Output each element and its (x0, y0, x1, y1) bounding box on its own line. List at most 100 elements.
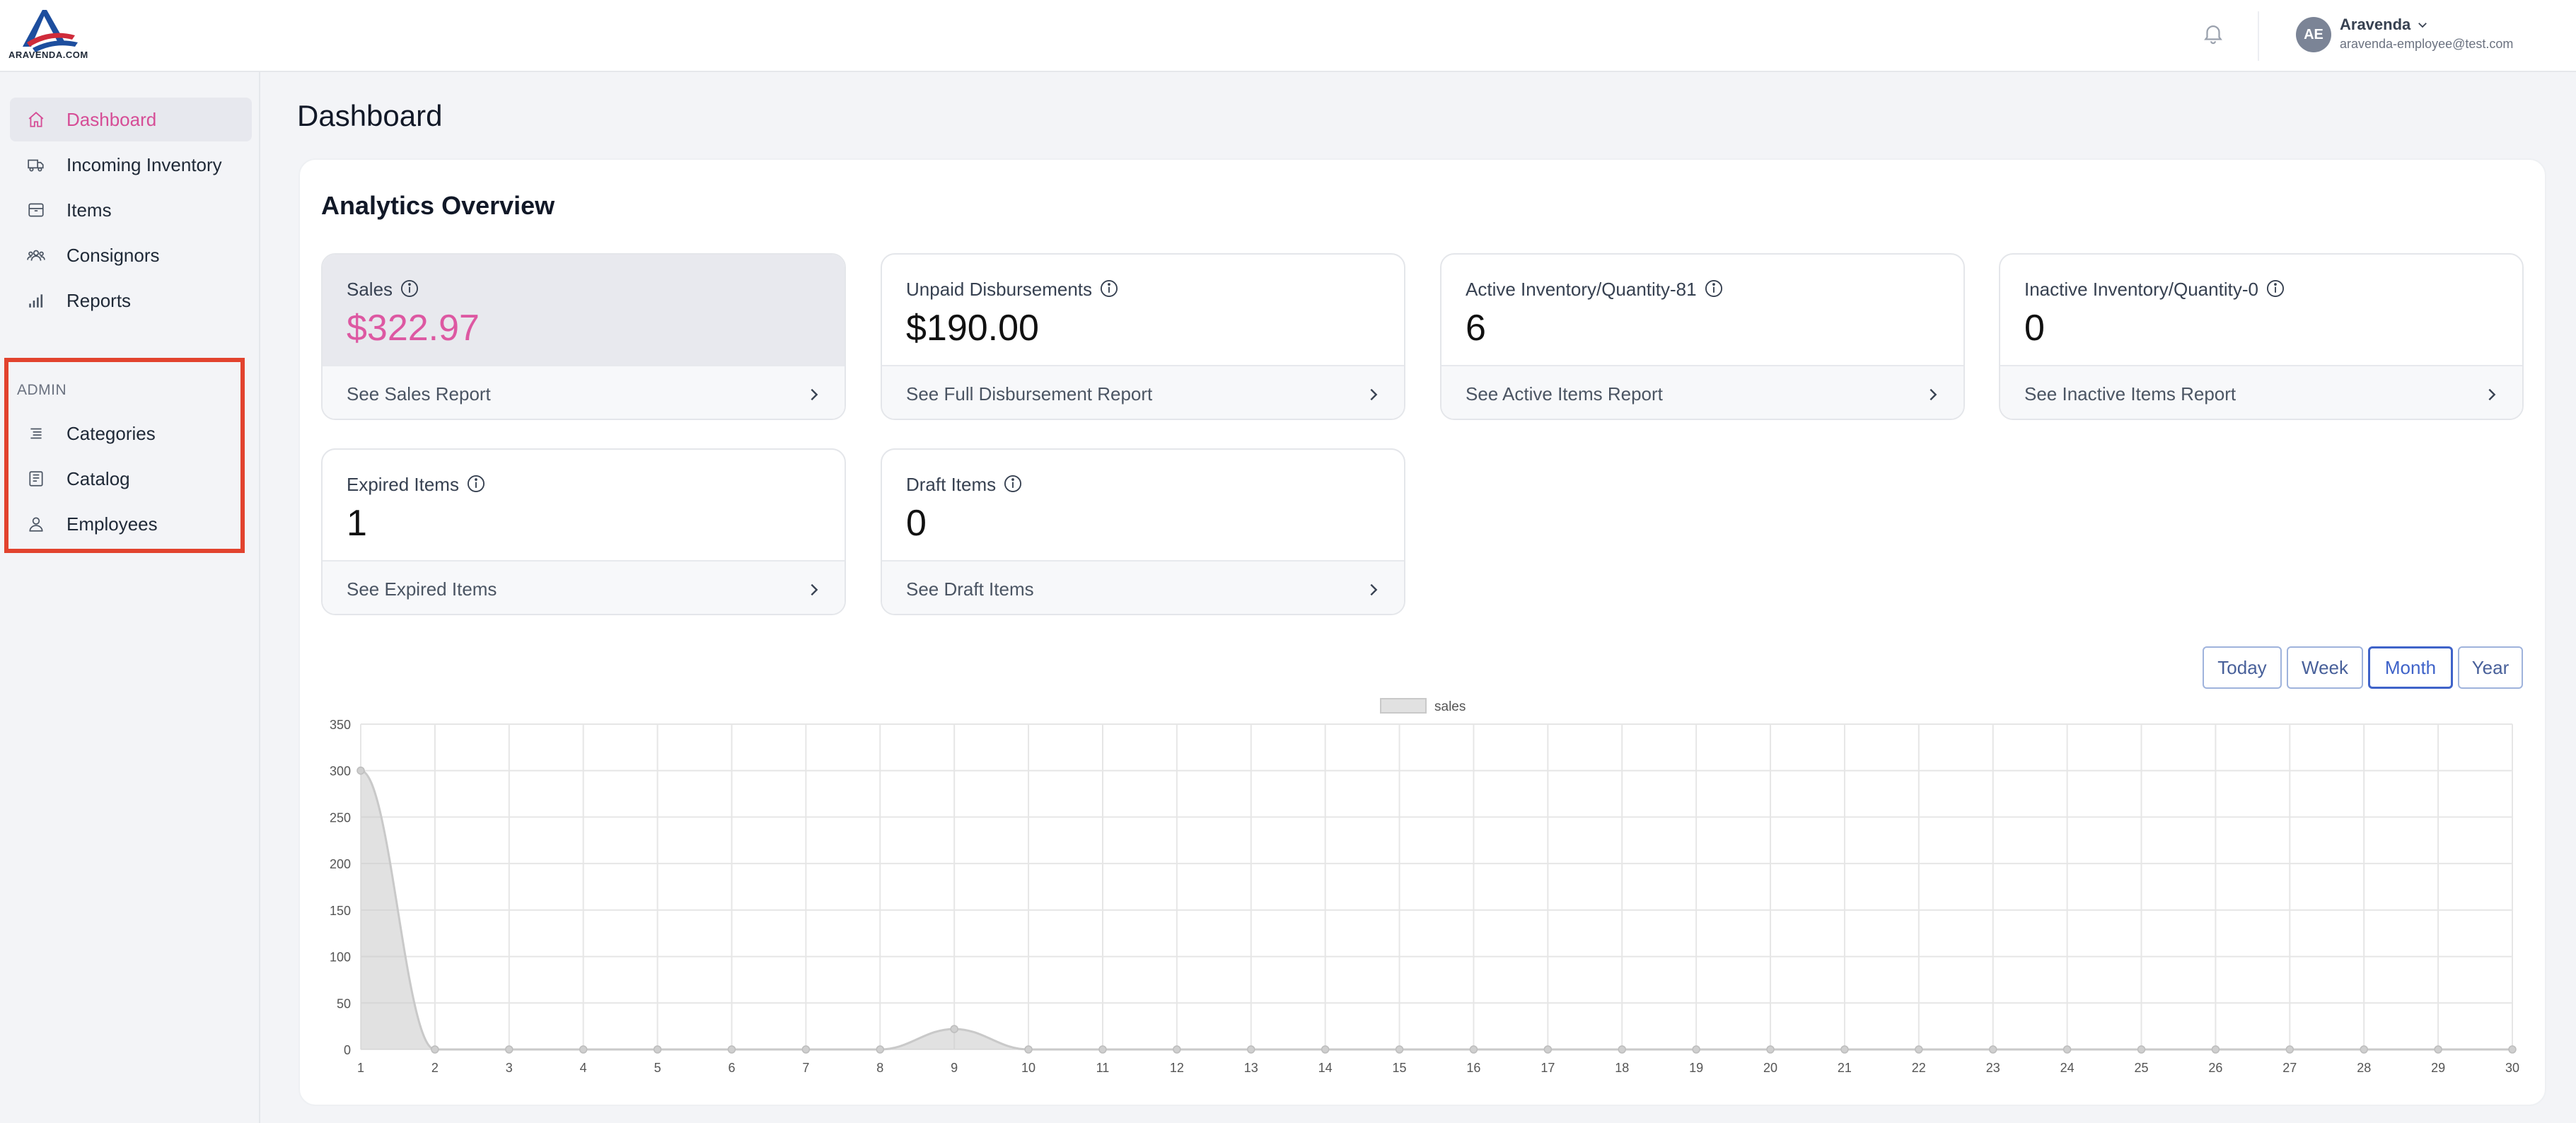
card-link[interactable]: See Sales Report (347, 383, 491, 405)
card-label-text: Inactive Inventory/Quantity-0 (2024, 279, 2258, 300)
card-link-row[interactable]: See Draft Items (882, 560, 1404, 614)
chevron-right-icon[interactable] (806, 580, 822, 600)
chevron-right-icon[interactable] (1925, 385, 1941, 405)
stat-card-inactive-inventory: Inactive Inventory/Quantity-0 0 See Inac… (1999, 253, 2524, 420)
data-point (1321, 1045, 1330, 1054)
info-icon[interactable] (1003, 474, 1023, 494)
x-tick-label: 26 (2208, 1061, 2222, 1075)
card-link-row[interactable]: See Full Disbursement Report (882, 365, 1404, 419)
card-body: Unpaid Disbursements $190.00 (882, 255, 1404, 365)
card-link[interactable]: See Expired Items (347, 578, 497, 600)
x-tick-label: 14 (1318, 1061, 1333, 1075)
sidebar-item-items[interactable]: Items (10, 188, 252, 232)
card-label: Sales (347, 279, 419, 301)
sidebar-item-dashboard[interactable]: Dashboard (10, 98, 252, 141)
stat-card-draft-items: Draft Items 0 See Draft Items (881, 448, 1405, 615)
range-year-button[interactable]: Year (2458, 646, 2523, 689)
card-label: Inactive Inventory/Quantity-0 (2024, 279, 2285, 301)
data-point (2137, 1045, 2146, 1054)
sidebar-item-categories[interactable]: Categories (10, 412, 252, 455)
logo-text: ARAVENDA.COM (8, 50, 88, 60)
card-value: 0 (906, 503, 927, 544)
sidebar-item-consignors[interactable]: Consignors (10, 233, 252, 277)
y-tick-label: 200 (330, 857, 351, 871)
truck-icon (28, 159, 44, 172)
x-tick-label: 30 (2505, 1061, 2519, 1075)
sidebar-item-incoming-inventory[interactable]: Incoming Inventory (10, 143, 252, 187)
chevron-right-icon[interactable] (1366, 385, 1381, 405)
card-body: Sales $322.97 (323, 255, 845, 365)
chevron-right-icon[interactable] (806, 385, 822, 405)
card-link[interactable]: See Full Disbursement Report (906, 383, 1153, 405)
card-label-text: Draft Items (906, 474, 997, 495)
sidebar: Dashboard Incoming Inventory Items Consi… (0, 72, 260, 1123)
x-tick-label: 25 (2135, 1061, 2149, 1075)
x-tick-label: 28 (2357, 1061, 2371, 1075)
bar-chart-icon (29, 294, 43, 308)
aravenda-logo[interactable] (7, 4, 106, 64)
data-point (2062, 1045, 2072, 1054)
x-tick-label: 19 (1689, 1061, 1703, 1075)
x-tick-label: 27 (2282, 1061, 2297, 1075)
stat-card-expired-items: Expired Items 1 See Expired Items (321, 448, 846, 615)
info-icon[interactable] (2265, 279, 2285, 298)
range-today-button[interactable]: Today (2203, 646, 2282, 689)
chevron-down-icon[interactable] (2416, 18, 2429, 31)
range-week-button[interactable]: Week (2287, 646, 2363, 689)
data-point (356, 766, 365, 775)
data-point (1024, 1045, 1033, 1054)
card-link[interactable]: See Inactive Items Report (2024, 383, 2236, 405)
card-link[interactable]: See Active Items Report (1466, 383, 1663, 405)
card-body: Inactive Inventory/Quantity-0 0 (2000, 255, 2522, 365)
x-tick-label: 16 (1466, 1061, 1480, 1075)
data-point (505, 1045, 514, 1054)
data-point (2211, 1045, 2220, 1054)
info-icon[interactable] (1099, 279, 1119, 298)
range-month-button[interactable]: Month (2368, 646, 2453, 689)
user-name[interactable]: Aravenda (2340, 16, 2411, 33)
card-link-row[interactable]: See Active Items Report (1441, 365, 1963, 419)
x-tick-label: 7 (802, 1061, 809, 1075)
x-tick-label: 9 (951, 1061, 958, 1075)
info-icon[interactable] (400, 279, 419, 298)
card-value: $190.00 (906, 308, 1039, 349)
x-tick-label: 12 (1170, 1061, 1184, 1075)
card-link-row[interactable]: See Sales Report (323, 365, 845, 419)
bell-icon[interactable] (2201, 21, 2225, 45)
info-icon[interactable] (466, 474, 486, 494)
avatar[interactable]: AE (2296, 17, 2331, 52)
x-tick-label: 20 (1763, 1061, 1777, 1075)
x-tick-label: 2 (431, 1061, 439, 1075)
x-tick-label: 15 (1393, 1061, 1407, 1075)
user-icon (29, 517, 43, 532)
x-tick-label: 3 (506, 1061, 513, 1075)
stat-card-active-inventory: Active Inventory/Quantity-81 6 See Activ… (1440, 253, 1965, 420)
x-tick-label: 22 (1912, 1061, 1926, 1075)
stat-card-sales: Sales $322.97 See Sales Report (321, 253, 846, 420)
sidebar-item-label: Dashboard (66, 108, 157, 130)
chevron-right-icon[interactable] (1366, 580, 1381, 600)
sidebar-item-catalog[interactable]: Catalog (10, 457, 252, 501)
data-point (1469, 1045, 1478, 1054)
list-icon (30, 428, 42, 439)
card-body: Active Inventory/Quantity-81 6 (1441, 255, 1963, 365)
card-label: Draft Items (906, 474, 1023, 496)
y-tick-label: 350 (330, 718, 351, 732)
sidebar-item-label: Incoming Inventory (66, 153, 222, 175)
chevron-right-icon[interactable] (2484, 385, 2500, 405)
card-link-row[interactable]: See Expired Items (323, 560, 845, 614)
data-point (1840, 1045, 1849, 1054)
card-link[interactable]: See Draft Items (906, 578, 1034, 600)
card-link-row[interactable]: See Inactive Items Report (2000, 365, 2522, 419)
data-point (1618, 1045, 1626, 1054)
info-icon[interactable] (1704, 279, 1724, 298)
admin-section-highlight (4, 358, 245, 553)
card-label: Active Inventory/Quantity-81 (1466, 279, 1724, 301)
sidebar-item-employees[interactable]: Employees (10, 502, 252, 546)
data-point (876, 1045, 885, 1054)
card-label-text: Active Inventory/Quantity-81 (1466, 279, 1697, 300)
data-point (579, 1045, 588, 1054)
x-tick-label: 21 (1838, 1061, 1852, 1075)
sidebar-item-reports[interactable]: Reports (10, 279, 252, 322)
top-header: ARAVENDA.COM AE Aravenda aravenda-employ… (0, 0, 2576, 72)
